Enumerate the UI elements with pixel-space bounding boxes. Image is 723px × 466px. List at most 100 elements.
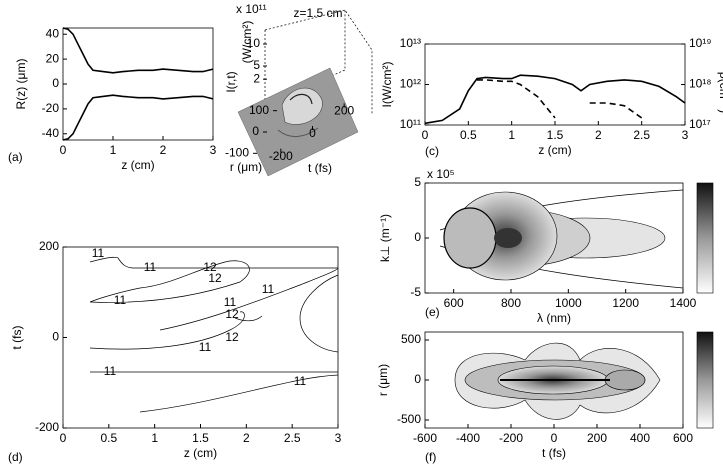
y-tick-label: 20 [46, 51, 60, 65]
x-tick-label: 2.5 [284, 431, 301, 445]
x-tick-label: 1 [110, 143, 117, 157]
x-tick-label: 3 [682, 128, 689, 142]
contour-level-label: 12 [208, 271, 222, 285]
surface-title: z=1.5 cm [293, 6, 342, 20]
x-tick-label: 2 [160, 143, 167, 157]
panel-label: (e) [425, 305, 440, 319]
data-line [63, 95, 213, 140]
t-tick-label: 0 [309, 126, 316, 140]
y-tick-label: 5 [414, 175, 421, 189]
contour-level-label: 11 [144, 260, 157, 274]
y2-tick-label: 10¹⁸ [689, 77, 711, 91]
z-tick-label: 2 [253, 71, 260, 85]
x-tick-label: 600 [673, 431, 693, 445]
panel-label: (f) [425, 450, 436, 464]
x-tick-label: 400 [630, 431, 650, 445]
y-tick-label: -20 [42, 101, 60, 115]
panel-label: (a) [8, 150, 23, 164]
colorbar [697, 332, 713, 428]
figure: 0123-40-2002040z (cm)R(z) (μm)(a)z=1.5 c… [0, 0, 723, 466]
y-tick-label: -200 [35, 420, 59, 434]
z-tick-label: 10 [247, 36, 261, 50]
x-tick-label: 1400 [670, 296, 697, 310]
x-tick-label: 800 [501, 296, 521, 310]
x-tick-label: 2 [595, 128, 602, 142]
axes-frame [425, 44, 685, 125]
y2-axis-label: ρ(cm⁻³) [717, 72, 723, 113]
y-tick-label: -500 [397, 412, 421, 426]
z-exponent: x 10¹¹ [236, 2, 267, 16]
panel-label: (c) [425, 144, 439, 158]
x-tick-label: 1200 [612, 296, 639, 310]
z-tick-label: 5 [253, 58, 260, 72]
contour-level-label: 11 [104, 364, 117, 378]
x-tick-label: 0.5 [100, 431, 117, 445]
axes-frame [63, 28, 213, 140]
y-tick-label: 0 [414, 372, 421, 386]
x-axis-label: z (cm) [538, 143, 571, 157]
x-axis-label: z (cm) [121, 158, 154, 172]
y-tick-label: 500 [401, 332, 421, 346]
y-tick-label: -5 [410, 285, 421, 299]
axes-frame [63, 247, 338, 428]
x-tick-label: 3 [335, 431, 342, 445]
y2-tick-label: 10¹⁹ [689, 36, 711, 50]
y-tick-label: 10¹² [400, 77, 421, 91]
x-tick-label: 0 [60, 143, 67, 157]
y-tick-label: -40 [42, 126, 60, 140]
colorbar [697, 183, 713, 293]
contour-level-label: 11 [262, 282, 275, 296]
x-tick-label: 0 [60, 431, 67, 445]
contour-level-label: 12 [225, 330, 239, 344]
x-tick-label: 2.5 [633, 128, 650, 142]
x-tick-label: 0.5 [460, 128, 477, 142]
y-tick-label: 10¹¹ [400, 117, 421, 131]
x-tick-label: -600 [413, 431, 437, 445]
x-axis-label: λ (nm) [537, 311, 571, 325]
r-tick-label: 0 [252, 124, 259, 138]
y-tick-label: 0 [52, 76, 59, 90]
y-axis-label: k⊥ (m⁻¹) [378, 214, 392, 262]
r-axis-label: r (μm) [230, 160, 262, 174]
y-tick-label: 40 [46, 26, 60, 40]
x-tick-label: 200 [587, 431, 607, 445]
r-tick-label: 100 [249, 103, 269, 117]
panel-label: (d) [8, 450, 23, 464]
x-tick-label: 0 [551, 431, 558, 445]
x-tick-label: -400 [456, 431, 480, 445]
x-tick-label: 600 [444, 296, 464, 310]
data-line [63, 28, 213, 73]
z-axis-label: I(r,t) [224, 71, 238, 92]
y-tick-label: 0 [52, 330, 59, 344]
x-tick-label: 0 [422, 128, 429, 142]
contour-fill [440, 190, 683, 288]
x-tick-label: 1000 [555, 296, 582, 310]
y-tick-label: 10¹³ [400, 36, 421, 50]
y-tick-label: 200 [39, 239, 59, 253]
x-tick-label: 3 [210, 143, 217, 157]
contour-level-label: 11 [199, 340, 212, 354]
t-axis-label: t (fs) [308, 161, 332, 175]
x-tick-label: 2 [243, 431, 250, 445]
y-axis-label: r (μm) [376, 364, 390, 396]
y-axis-label: I(W/cm²) [380, 62, 394, 108]
data-line [425, 75, 685, 123]
y-axis-label: t (fs) [10, 326, 24, 350]
y2-tick-label: 10¹⁷ [689, 117, 711, 131]
x-tick-label: 1.5 [547, 128, 564, 142]
data-line [477, 80, 642, 118]
t-tick-label: 200 [334, 104, 354, 118]
x-tick-label: -200 [499, 431, 523, 445]
r-tick-label: -100 [225, 146, 249, 160]
surface-box [238, 10, 372, 176]
y-exponent: x 10⁵ [427, 167, 455, 181]
contour-level-label: 11 [92, 246, 105, 260]
x-tick-label: 1 [151, 431, 158, 445]
x-tick-label: 1.5 [192, 431, 209, 445]
contour-level-label: 12 [225, 307, 239, 321]
t-tick-label: -200 [269, 149, 293, 163]
x-axis-label: t (fs) [542, 446, 566, 460]
y-axis-label: R(z) (μm) [14, 59, 28, 110]
x-axis-label: z (cm) [184, 446, 217, 460]
x-tick-label: 1 [508, 128, 515, 142]
